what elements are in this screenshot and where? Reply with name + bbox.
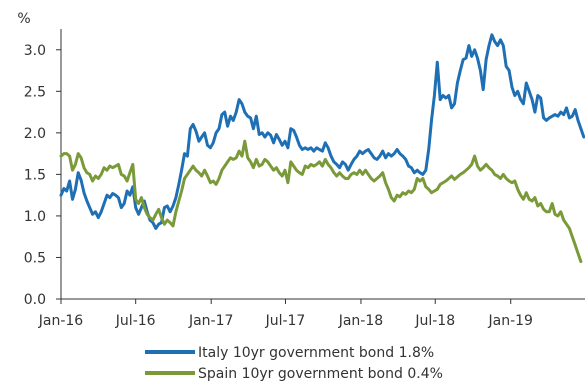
legend-label: Spain 10yr government bond 0.4% [198, 366, 443, 382]
y-tick-label: 0.5 [24, 250, 46, 266]
y-tick-label: 1.0 [24, 209, 46, 225]
y-tick-label: 0.0 [24, 292, 46, 308]
y-tick-label: 2.0 [24, 126, 46, 142]
x-tick-label: Jan-16 [38, 313, 84, 329]
legend: Italy 10yr government bond 1.8% Spain 10y… [145, 345, 443, 382]
x-tick-label: Jul-17 [265, 313, 306, 329]
x-tick-label: Jan-18 [338, 313, 383, 329]
legend-label: Italy 10yr government bond 1.8% [198, 345, 434, 361]
x-tick-label: Jul-18 [414, 313, 455, 329]
series-line-1 [59, 139, 583, 264]
plot-area [59, 33, 585, 264]
x-tick-label: Jan-17 [188, 313, 233, 329]
y-axis-unit-label: % [17, 11, 30, 27]
x-axis: Jan-16 Jul-16 Jan-17 Jul-17 Jan-18 Jul-18 Jan-… [38, 298, 585, 329]
y-tick-label: 1.5 [24, 167, 46, 183]
y-tick-label: 3.0 [24, 43, 46, 59]
x-tick-label: Jan-19 [488, 313, 533, 329]
y-axis: 0.0 0.5 1.0 1.5 2.0 2.5 3.0 [24, 29, 62, 308]
x-tick-label: Jul-16 [115, 313, 156, 329]
y-tick-label: 2.5 [24, 84, 46, 100]
